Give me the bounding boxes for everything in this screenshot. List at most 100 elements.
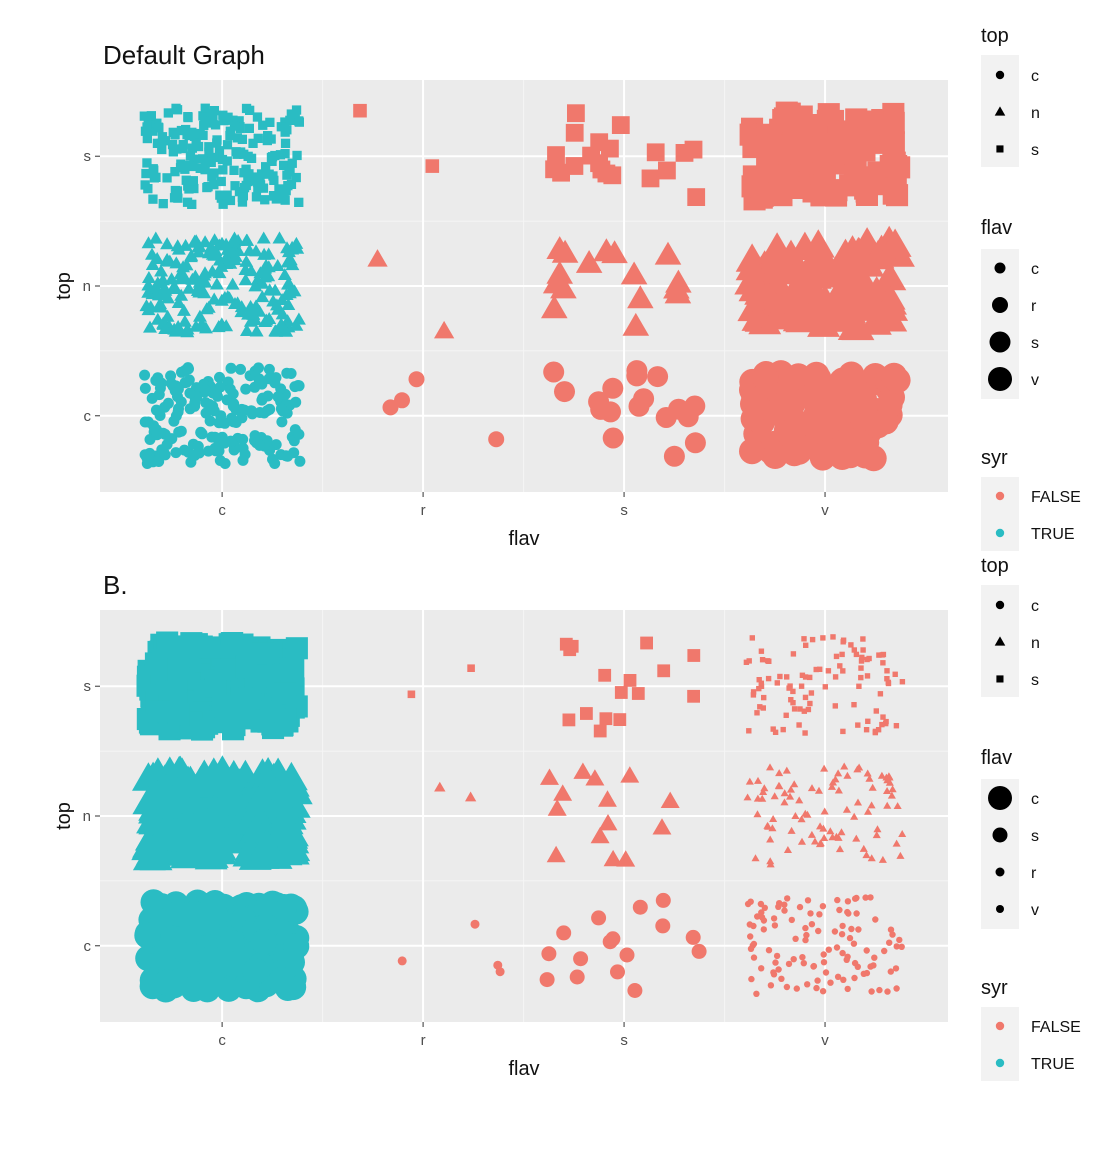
data-point xyxy=(832,703,838,709)
data-point xyxy=(735,251,769,281)
data-point xyxy=(620,261,648,285)
data-point xyxy=(184,403,196,415)
data-point xyxy=(798,683,805,689)
data-point xyxy=(790,780,799,788)
legend-shape-key-n xyxy=(994,636,1006,646)
data-point xyxy=(272,391,284,403)
data-point xyxy=(880,714,886,720)
data-point xyxy=(251,192,262,202)
data-point xyxy=(842,805,851,813)
data-point xyxy=(797,274,831,304)
data-point xyxy=(199,321,213,334)
data-point xyxy=(863,947,870,954)
data-point xyxy=(860,647,866,653)
data-point xyxy=(810,962,818,970)
legend-size-keys: c r s v xyxy=(988,261,1039,391)
data-point xyxy=(141,168,151,179)
data-point xyxy=(157,144,167,155)
data-point xyxy=(816,822,825,830)
data-point xyxy=(743,793,752,801)
data-point xyxy=(804,897,812,904)
data-point xyxy=(795,796,804,804)
data-point xyxy=(261,162,271,172)
data-point xyxy=(880,660,886,666)
data-point xyxy=(146,392,158,404)
data-point xyxy=(198,275,213,288)
data-point xyxy=(280,138,291,148)
legend-size-key-v xyxy=(996,905,1004,913)
data-point xyxy=(267,805,301,835)
data-point xyxy=(275,307,290,320)
data-point xyxy=(269,175,279,185)
data-point xyxy=(850,940,858,947)
legend-label: s xyxy=(1031,672,1039,689)
data-point xyxy=(616,850,636,867)
data-point xyxy=(885,680,892,687)
data-point xyxy=(893,723,900,729)
data-point xyxy=(865,718,871,724)
data-point xyxy=(232,133,242,143)
data-point xyxy=(252,642,275,665)
x-tick-label: c xyxy=(218,1032,226,1049)
data-point xyxy=(601,240,628,264)
data-point xyxy=(825,946,832,953)
data-point xyxy=(204,147,214,157)
data-point xyxy=(868,783,877,791)
data-point xyxy=(139,416,151,428)
data-point xyxy=(255,290,270,303)
data-point xyxy=(217,154,228,165)
data-point xyxy=(640,636,653,650)
data-point xyxy=(840,637,847,643)
data-point xyxy=(493,960,503,970)
legend-color-keys: FALSE TRUE xyxy=(995,489,1081,543)
data-point xyxy=(209,277,224,290)
data-point xyxy=(797,383,824,410)
data-point xyxy=(601,139,619,158)
data-point xyxy=(176,159,186,169)
data-point xyxy=(294,455,306,467)
data-point xyxy=(888,156,911,179)
legend-label: r xyxy=(1031,865,1037,882)
data-point xyxy=(754,776,763,784)
data-point xyxy=(684,395,706,417)
legend-label: n xyxy=(1031,635,1040,652)
data-point xyxy=(691,943,707,959)
data-point xyxy=(249,381,261,393)
data-point xyxy=(244,264,259,277)
data-point xyxy=(893,985,900,992)
data-point xyxy=(807,910,814,917)
legend-color: syr FALSE TRUE xyxy=(981,447,1081,551)
data-point xyxy=(788,697,794,703)
data-point xyxy=(842,237,876,266)
data-point xyxy=(237,454,249,466)
legend-title-color: syr xyxy=(981,447,1008,469)
data-point xyxy=(655,892,671,908)
data-point xyxy=(884,988,891,995)
data-point xyxy=(143,300,158,313)
data-point xyxy=(870,962,877,969)
data-point xyxy=(262,135,272,146)
data-point xyxy=(843,771,852,779)
data-point xyxy=(142,452,154,464)
data-point xyxy=(801,636,807,642)
data-point xyxy=(647,366,669,388)
data-point xyxy=(802,234,836,264)
legend-label: r xyxy=(1031,298,1037,315)
data-point xyxy=(293,428,305,440)
data-point xyxy=(803,931,810,939)
data-point xyxy=(747,933,754,940)
data-point xyxy=(859,844,868,852)
data-point xyxy=(272,231,287,244)
data-point xyxy=(774,781,783,789)
data-point xyxy=(787,826,796,834)
data-point xyxy=(748,975,755,983)
data-point xyxy=(141,236,156,249)
data-point xyxy=(139,369,151,381)
data-point xyxy=(786,792,795,800)
data-point xyxy=(170,167,180,177)
data-point xyxy=(876,652,882,658)
data-point xyxy=(819,988,827,995)
data-point xyxy=(139,382,151,394)
data-point xyxy=(831,928,839,935)
data-point xyxy=(833,944,841,951)
